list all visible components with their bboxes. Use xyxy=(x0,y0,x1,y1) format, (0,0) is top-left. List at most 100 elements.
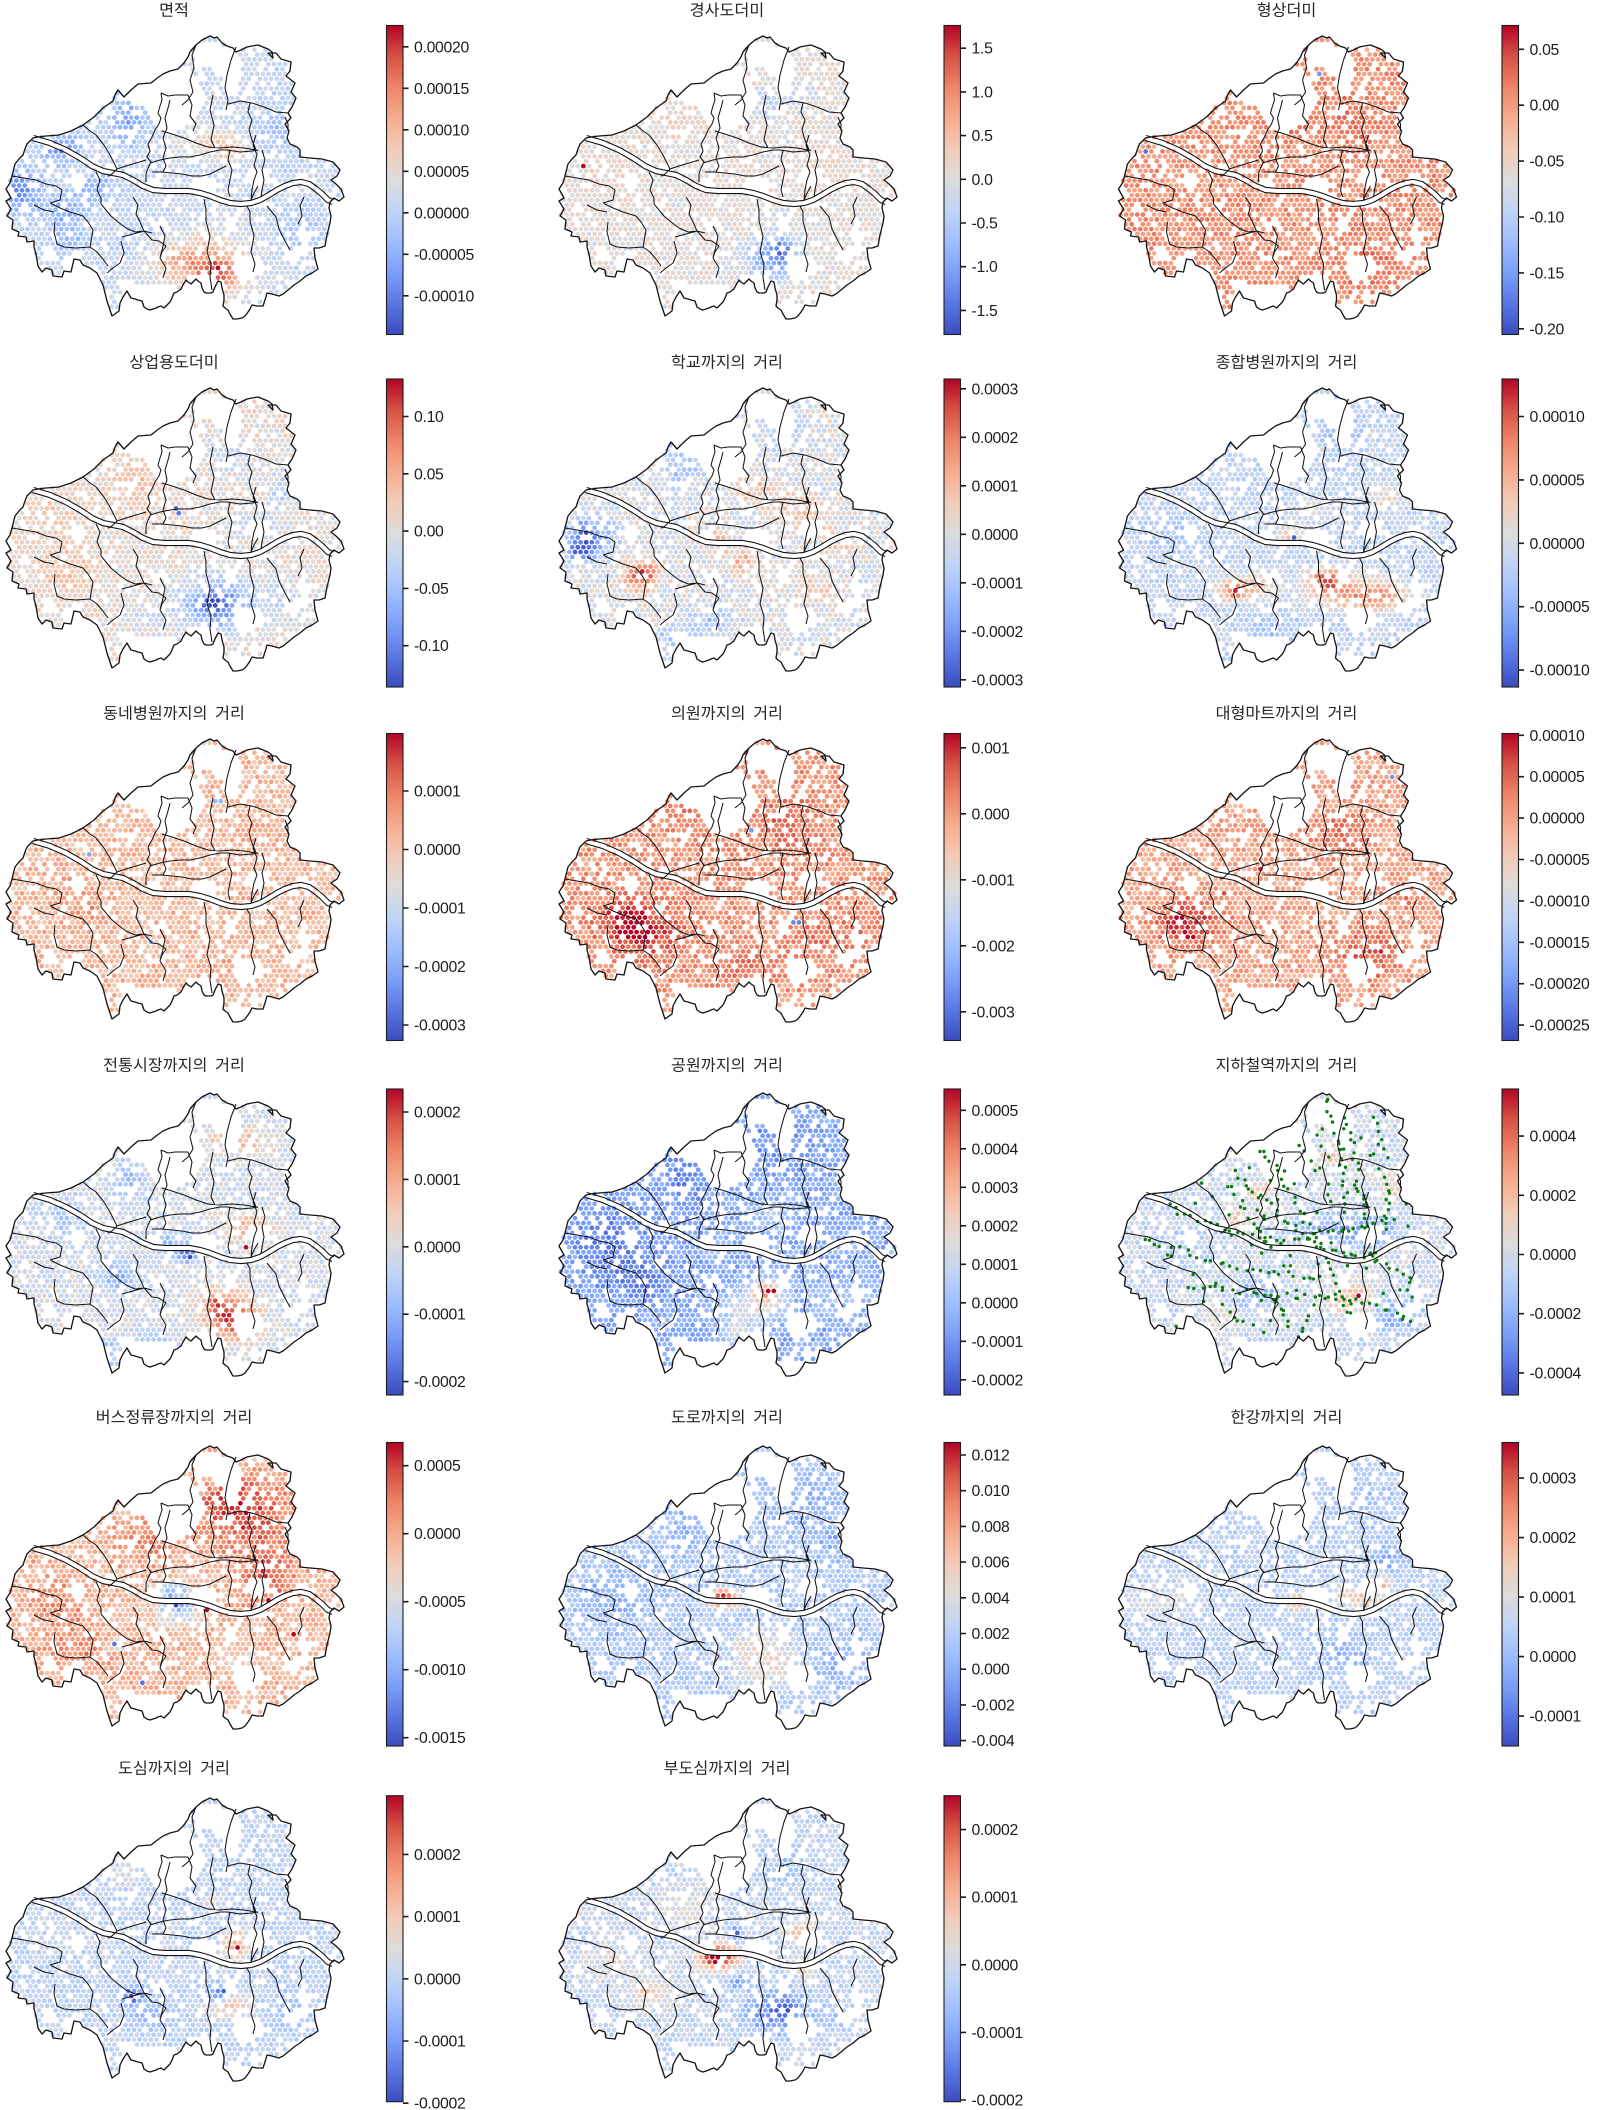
svg-text:0.0000: 0.0000 xyxy=(972,1295,1019,1312)
svg-text:-0.001: -0.001 xyxy=(972,873,1016,890)
svg-text:0.0000: 0.0000 xyxy=(414,842,461,859)
svg-text:0.0000: 0.0000 xyxy=(1530,1247,1577,1264)
svg-text:-0.0001: -0.0001 xyxy=(972,1334,1024,1351)
svg-text:-0.15: -0.15 xyxy=(1530,265,1565,282)
svg-text:-0.0001: -0.0001 xyxy=(972,575,1024,592)
svg-text:0.00020: 0.00020 xyxy=(414,39,470,56)
svg-text:0.0000: 0.0000 xyxy=(972,1958,1019,1975)
svg-text:0.00005: 0.00005 xyxy=(414,164,470,181)
svg-text:0.5: 0.5 xyxy=(972,128,994,145)
svg-text:0.012: 0.012 xyxy=(972,1447,1010,1464)
svg-text:0.05: 0.05 xyxy=(414,466,444,483)
svg-text:-0.0002: -0.0002 xyxy=(972,1372,1023,1389)
svg-text:0.0002: 0.0002 xyxy=(1530,1530,1577,1547)
svg-text:-0.0002: -0.0002 xyxy=(414,959,465,976)
svg-text:-0.0001: -0.0001 xyxy=(414,1307,466,1324)
svg-text:-0.0010: -0.0010 xyxy=(414,1662,466,1679)
svg-text:0.0002: 0.0002 xyxy=(1530,1188,1577,1205)
svg-text:0.0001: 0.0001 xyxy=(414,1909,461,1926)
svg-text:0.00005: 0.00005 xyxy=(1530,472,1586,489)
svg-text:-0.00005: -0.00005 xyxy=(414,247,474,264)
svg-text:0.0002: 0.0002 xyxy=(972,429,1019,446)
svg-text:1.5: 1.5 xyxy=(972,41,994,58)
svg-text:-0.0005: -0.0005 xyxy=(414,1594,466,1611)
svg-text:-0.00005: -0.00005 xyxy=(1530,599,1590,616)
svg-text:-0.0001: -0.0001 xyxy=(414,901,466,918)
svg-text:0.00010: 0.00010 xyxy=(1530,728,1586,745)
svg-text:0.0001: 0.0001 xyxy=(414,784,461,801)
svg-text:0.0000: 0.0000 xyxy=(414,1239,461,1256)
svg-text:0.0001: 0.0001 xyxy=(972,1890,1019,1907)
svg-text:-0.0002: -0.0002 xyxy=(972,2093,1023,2110)
svg-text:0.0004: 0.0004 xyxy=(972,1141,1019,1158)
svg-text:-0.003: -0.003 xyxy=(972,1005,1016,1022)
svg-text:-0.002: -0.002 xyxy=(972,1697,1015,1714)
svg-text:0.00010: 0.00010 xyxy=(414,122,470,139)
svg-text:0.001: 0.001 xyxy=(972,741,1011,758)
svg-text:-0.05: -0.05 xyxy=(414,581,449,598)
svg-text:-0.0003: -0.0003 xyxy=(972,672,1024,689)
svg-text:0.00000: 0.00000 xyxy=(1530,811,1586,828)
svg-text:0.00000: 0.00000 xyxy=(1530,535,1586,552)
svg-text:-0.0002: -0.0002 xyxy=(414,1374,465,1391)
svg-text:0.0003: 0.0003 xyxy=(972,381,1019,398)
svg-text:0.008: 0.008 xyxy=(972,1519,1011,1536)
svg-text:-1.0: -1.0 xyxy=(972,259,999,276)
svg-text:0.0: 0.0 xyxy=(972,172,994,189)
svg-text:0.006: 0.006 xyxy=(972,1554,1011,1571)
svg-text:0.0003: 0.0003 xyxy=(1530,1470,1577,1487)
svg-text:0.0002: 0.0002 xyxy=(414,1847,461,1864)
svg-text:0.0000: 0.0000 xyxy=(414,1972,461,1989)
svg-text:0.0001: 0.0001 xyxy=(972,478,1019,495)
svg-text:-0.00010: -0.00010 xyxy=(1530,894,1590,911)
svg-text:-0.00025: -0.00025 xyxy=(1530,1018,1590,1035)
svg-text:0.0003: 0.0003 xyxy=(972,1180,1019,1197)
svg-text:-0.05: -0.05 xyxy=(1530,154,1565,171)
svg-text:-0.00005: -0.00005 xyxy=(1530,852,1590,869)
svg-text:-0.0004: -0.0004 xyxy=(1530,1365,1582,1382)
svg-text:-0.00010: -0.00010 xyxy=(414,288,474,305)
svg-text:0.0000: 0.0000 xyxy=(414,1526,461,1543)
svg-text:0.010: 0.010 xyxy=(972,1483,1011,1500)
svg-text:0.05: 0.05 xyxy=(1530,42,1560,59)
svg-text:-0.0002: -0.0002 xyxy=(1530,1306,1581,1323)
svg-text:-1.5: -1.5 xyxy=(972,303,999,320)
svg-text:1.0: 1.0 xyxy=(972,84,994,101)
svg-text:0.0002: 0.0002 xyxy=(414,1105,461,1122)
svg-text:0.0001: 0.0001 xyxy=(414,1172,461,1189)
svg-text:-0.0002: -0.0002 xyxy=(972,623,1023,640)
svg-text:0.0004: 0.0004 xyxy=(1530,1129,1577,1146)
svg-text:0.002: 0.002 xyxy=(972,1626,1010,1643)
svg-text:0.0001: 0.0001 xyxy=(1530,1589,1577,1606)
svg-text:-0.10: -0.10 xyxy=(414,638,449,655)
svg-text:0.00015: 0.00015 xyxy=(414,81,470,98)
svg-text:0.000: 0.000 xyxy=(972,1661,1011,1678)
svg-text:0.0000: 0.0000 xyxy=(972,526,1019,543)
svg-text:0.004: 0.004 xyxy=(972,1590,1011,1607)
svg-text:-0.00020: -0.00020 xyxy=(1530,977,1590,994)
svg-text:-0.0015: -0.0015 xyxy=(414,1730,466,1747)
svg-text:-0.0001: -0.0001 xyxy=(972,2025,1024,2042)
svg-text:-0.20: -0.20 xyxy=(1530,321,1565,338)
svg-text:0.00: 0.00 xyxy=(1530,98,1560,115)
svg-text:0.00010: 0.00010 xyxy=(1530,409,1586,426)
svg-text:-0.5: -0.5 xyxy=(972,216,999,233)
svg-text:0.0000: 0.0000 xyxy=(1530,1649,1577,1666)
svg-text:-0.004: -0.004 xyxy=(972,1733,1016,1750)
svg-text:0.0005: 0.0005 xyxy=(414,1458,461,1475)
svg-text:0.00005: 0.00005 xyxy=(1530,770,1586,787)
svg-text:0.0002: 0.0002 xyxy=(972,1822,1019,1839)
svg-text:0.10: 0.10 xyxy=(414,409,444,426)
svg-text:0.0002: 0.0002 xyxy=(972,1218,1019,1235)
svg-text:-0.00015: -0.00015 xyxy=(1530,935,1590,952)
svg-text:0.00: 0.00 xyxy=(414,523,444,540)
svg-text:-0.002: -0.002 xyxy=(972,939,1015,956)
svg-text:-0.0002: -0.0002 xyxy=(414,2096,465,2110)
svg-text:-0.0001: -0.0001 xyxy=(1530,1708,1582,1725)
svg-text:-0.10: -0.10 xyxy=(1530,210,1565,227)
svg-text:-0.00010: -0.00010 xyxy=(1530,662,1590,679)
svg-text:0.0001: 0.0001 xyxy=(972,1257,1019,1274)
svg-text:0.000: 0.000 xyxy=(972,807,1011,824)
svg-text:0.00000: 0.00000 xyxy=(414,205,470,222)
svg-text:-0.0001: -0.0001 xyxy=(414,2034,466,2051)
